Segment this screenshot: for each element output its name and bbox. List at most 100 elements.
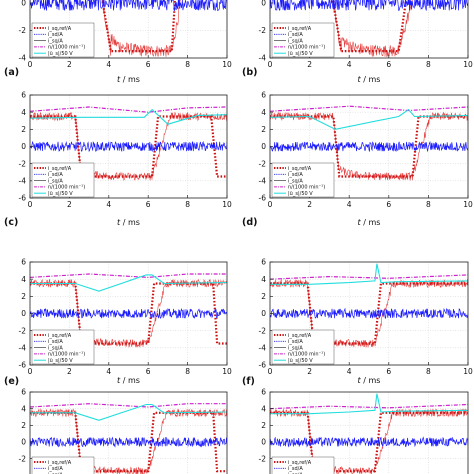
series-i_sd-line — [30, 436, 227, 448]
series-i_sd-line — [30, 140, 227, 153]
x-tick-label: 8 — [426, 367, 431, 376]
x-tick-label: 2 — [67, 367, 72, 376]
y-tick-label: 4 — [21, 275, 26, 284]
y-tick-label: -2 — [259, 326, 267, 335]
x-axis-label: t / ms — [117, 376, 140, 385]
series-i_sd-line — [30, 307, 227, 320]
x-tick-label: 8 — [185, 200, 190, 209]
x-tick-label: 6 — [386, 200, 391, 209]
x-tick-label: 10 — [463, 60, 473, 69]
y-tick-label: -2 — [259, 26, 267, 35]
y-tick-label: -4 — [19, 176, 27, 185]
y-tick-label: 2 — [261, 125, 266, 134]
x-tick-label: 4 — [106, 200, 111, 209]
legend: i_sq,ref/Ai_sd/Ai_sq/An/(1000 min⁻¹)|ũ_s… — [271, 329, 335, 365]
plot-frame — [29, 0, 228, 59]
legend-label: i_sq/A — [288, 345, 303, 351]
legend-label: i_sq/A — [48, 178, 63, 184]
x-tick-label: 8 — [185, 367, 190, 376]
panel-label: (c) — [4, 217, 18, 228]
x-axis-symbol: t — [358, 75, 364, 84]
x-tick-label: 8 — [426, 200, 431, 209]
y-tick-label: 0 — [261, 0, 266, 8]
legend-label: i_sq,ref/A — [288, 333, 312, 339]
y-tick-label: 4 — [261, 404, 266, 413]
y-tick-label: -6 — [19, 361, 27, 370]
legend: i_sq,ref/Ai_sd/Ai_sq/An/(1000 min⁻¹)|ũ_s… — [31, 456, 95, 474]
x-tick-label: 4 — [347, 367, 352, 376]
legend-label: |ũ_s|/50 V — [48, 51, 73, 57]
y-tick-label: 0 — [21, 0, 26, 8]
x-axis-label: t / ms — [117, 75, 140, 84]
series-line-2 — [270, 108, 468, 130]
legend-label: i_sq,ref/A — [288, 166, 312, 172]
series-group — [270, 105, 468, 181]
legend-label: i_sq/A — [288, 178, 303, 184]
series-i_sd-line — [270, 307, 468, 319]
series-line-0 — [30, 282, 227, 345]
x-tick-label: 0 — [28, 200, 33, 209]
legend-box — [31, 329, 95, 365]
y-tick-label: -2 — [259, 159, 267, 168]
legend-label: i_sd/A — [288, 172, 303, 178]
x-axis-symbol: t — [358, 218, 364, 227]
x-axis-unit: / ms — [123, 75, 140, 84]
legend-label: i_sd/A — [48, 32, 63, 38]
y-tick-label: 6 — [21, 258, 26, 267]
legend-label: n/(1000 min⁻¹) — [48, 185, 85, 191]
x-tick-label: 6 — [146, 200, 151, 209]
legend-label: i_sd/A — [48, 466, 63, 472]
y-tick-label: 0 — [21, 142, 26, 151]
y-tick-label: 6 — [261, 388, 266, 397]
panel-5: 0 2 4 6 8 10 -6 -4 -2 0 2 4 6 i_sq,ref/Ai_sd/Ai_sq/An… — [242, 258, 473, 387]
y-tick-label: 4 — [261, 108, 266, 117]
y-tick-label: 0 — [261, 438, 266, 447]
legend-label: i_sq,ref/A — [48, 166, 72, 172]
x-tick-label: 4 — [106, 60, 111, 69]
legend-label: |ũ_s|/50 V — [48, 358, 73, 364]
series-line-0 — [30, 115, 227, 178]
x-tick-label: 4 — [347, 60, 352, 69]
legend: i_sq,ref/Ai_sd/Ai_sq/An/(1000 min⁻¹)|ũ_s… — [31, 162, 95, 198]
x-tick-label: 6 — [146, 367, 151, 376]
x-tick-label: 0 — [28, 367, 33, 376]
series-i_sd-line — [270, 0, 468, 11]
series-group — [270, 393, 468, 474]
legend-label: i_sd/A — [48, 339, 63, 345]
y-tick-label: -6 — [259, 361, 267, 370]
legend-label: |ũ_s|/50 V — [288, 358, 313, 364]
y-tick-label: 4 — [21, 108, 26, 117]
panel-label: (e) — [4, 376, 19, 387]
y-tick-label: -4 — [259, 176, 267, 185]
y-tick-label: -2 — [19, 454, 27, 463]
legend-box — [271, 329, 335, 365]
plot-frame — [269, 0, 469, 59]
series-group — [30, 273, 227, 348]
series-group — [30, 403, 227, 474]
legend-label: i_sq/A — [48, 38, 63, 44]
x-tick-label: 4 — [106, 367, 111, 376]
legend-label: i_sq,ref/A — [48, 460, 72, 466]
x-axis-unit: / ms — [123, 218, 140, 227]
series-group — [270, 263, 468, 348]
x-axis-symbol: t — [117, 75, 123, 84]
x-tick-label: 2 — [67, 200, 72, 209]
series-i_sq-line — [270, 111, 468, 181]
x-axis-symbol: t — [117, 218, 123, 227]
panel-6: -2 0 2 4 6 i_sq,ref/Ai_sd/Ai_sq/An/(1000 min⁻… — [19, 388, 228, 474]
legend-label: i_sq/A — [48, 345, 63, 351]
x-tick-label: 10 — [463, 367, 473, 376]
y-tick-label: -4 — [259, 54, 267, 63]
legend-label: |ũ_s|/50 V — [288, 51, 313, 57]
y-tick-label: 6 — [261, 258, 266, 267]
legend: i_sq,ref/Ai_sd/Ai_sq/An/(1000 min⁻¹)|ũ_s… — [31, 22, 95, 58]
legend-label: i_sd/A — [288, 466, 303, 472]
y-tick-label: -4 — [19, 54, 27, 63]
x-axis-label: t / ms — [358, 75, 381, 84]
y-tick-label: -6 — [259, 194, 267, 203]
series-line-1 — [30, 273, 227, 279]
panel-0: 0 2 4 6 8 10 -4 -2 0 i_sq,ref/Ai_sd/Ai_sq/An/(100… — [4, 0, 232, 84]
legend: i_sq,ref/Ai_sd/Ai_sq/An/(1000 min⁻¹)|ũ_s… — [271, 162, 335, 198]
x-axis-label: t / ms — [358, 376, 381, 385]
series-line-2 — [270, 263, 468, 285]
